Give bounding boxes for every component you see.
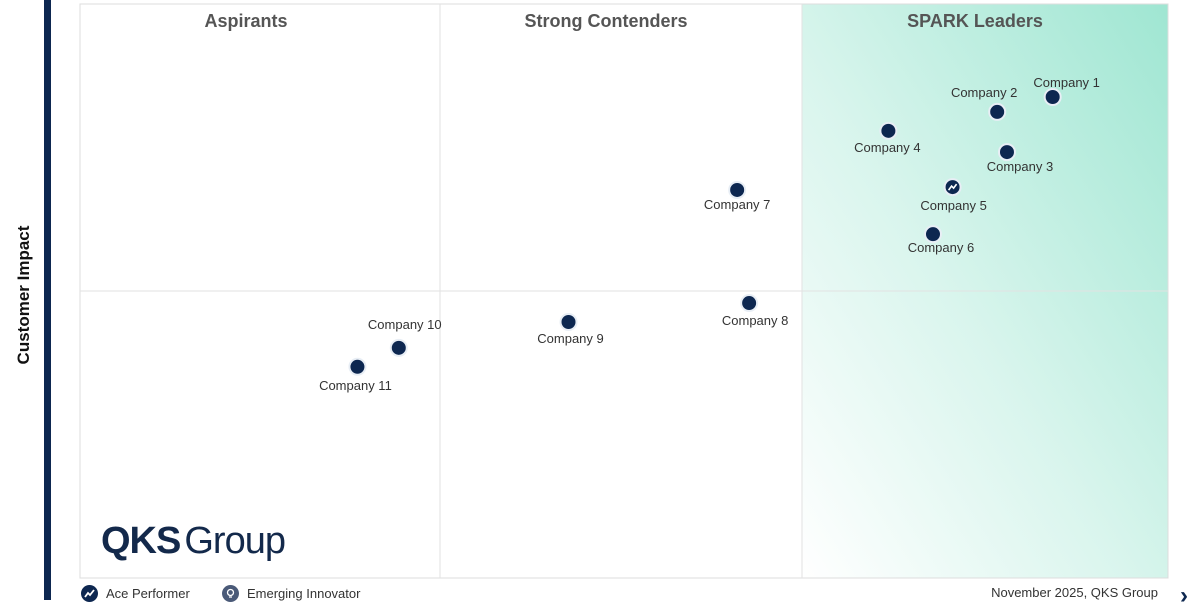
lightbulb-icon bbox=[222, 585, 239, 602]
quadrant-title-aspirants: Aspirants bbox=[204, 11, 287, 31]
data-label-3: Company 3 bbox=[987, 159, 1053, 174]
data-point-11[interactable] bbox=[348, 357, 367, 376]
quadrant-title-spark-leaders: SPARK Leaders bbox=[907, 11, 1043, 31]
data-label-9: Company 9 bbox=[537, 331, 603, 346]
data-point-3[interactable] bbox=[997, 143, 1016, 162]
data-label-4: Company 4 bbox=[854, 140, 920, 155]
legend-emerging-innovator: Emerging Innovator bbox=[222, 585, 360, 602]
data-point-8[interactable] bbox=[740, 294, 759, 313]
data-label-8: Company 8 bbox=[722, 313, 788, 328]
trend-up-icon bbox=[947, 183, 958, 191]
data-label-2: Company 2 bbox=[951, 85, 1017, 100]
data-point-10[interactable] bbox=[389, 338, 408, 357]
left-accent-bar bbox=[44, 0, 51, 600]
data-point-2[interactable] bbox=[988, 102, 1007, 121]
data-label-7: Company 7 bbox=[704, 197, 770, 212]
trend-up-icon bbox=[81, 585, 98, 602]
footer-date-source: November 2025, QKS Group bbox=[991, 585, 1158, 600]
data-label-5: Company 5 bbox=[920, 198, 986, 213]
data-label-10: Company 10 bbox=[368, 317, 442, 332]
data-label-11: Company 11 bbox=[319, 378, 392, 393]
data-point-4[interactable] bbox=[879, 121, 898, 140]
data-point-7[interactable] bbox=[728, 180, 747, 199]
data-point-1[interactable] bbox=[1043, 87, 1062, 106]
data-point-6[interactable] bbox=[923, 225, 942, 244]
data-label-6: Company 6 bbox=[908, 240, 974, 255]
legend-label: Emerging Innovator bbox=[247, 586, 361, 601]
legend-ace-performer: Ace Performer bbox=[81, 585, 190, 602]
qks-group-logo: QKS Group bbox=[101, 520, 286, 562]
quadrant-title-strong-contenders: Strong Contenders bbox=[524, 11, 687, 31]
legend-label: Ace Performer bbox=[106, 586, 190, 601]
next-arrow-icon[interactable]: › bbox=[1180, 582, 1188, 609]
data-point-9[interactable] bbox=[559, 312, 578, 331]
data-label-1: Company 1 bbox=[1033, 75, 1099, 90]
